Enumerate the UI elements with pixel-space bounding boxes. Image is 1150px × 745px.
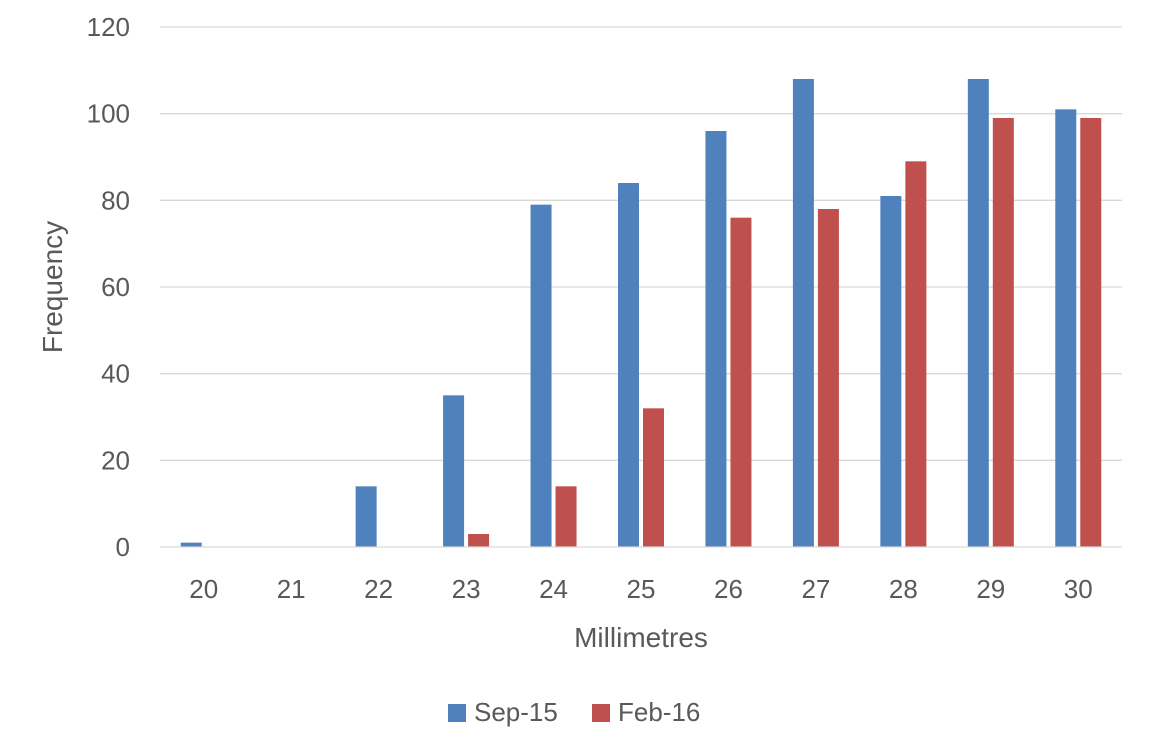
y-axis-title: Frequency [37, 221, 68, 353]
legend-label: Sep-15 [474, 697, 558, 727]
y-tick-label: 60 [101, 272, 130, 302]
x-tick-label: 20 [189, 574, 218, 604]
legend: Sep-15 Feb-16 [448, 697, 700, 727]
bar-sep-15-30 [1055, 109, 1077, 547]
bar-feb-16-25 [643, 408, 664, 547]
x-tick-label: 23 [452, 574, 481, 604]
bar-feb-16-28 [905, 161, 927, 548]
bar-sep-15-24 [530, 204, 552, 547]
bar-feb-16-30 [1080, 118, 1102, 547]
y-tick-label: 80 [101, 185, 130, 215]
bar-sep-15-25 [618, 183, 639, 547]
bar-feb-16-29 [992, 118, 1014, 547]
legend-swatch-feb-16 [592, 704, 610, 722]
x-tick-label: 29 [976, 574, 1005, 604]
gridlines [160, 26, 1122, 461]
bar-sep-15-22 [355, 486, 377, 547]
x-tick-label: 27 [801, 574, 830, 604]
y-axis-ticks: 0 20 40 60 80 100 120 [87, 12, 130, 562]
bar-sep-15-28 [880, 196, 902, 547]
x-tick-label: 30 [1064, 574, 1093, 604]
bar-feb-16-26 [730, 217, 752, 547]
legend-label: Feb-16 [618, 697, 700, 727]
bar-sep-15-20 [180, 542, 202, 547]
bar-sep-15-26 [705, 131, 727, 547]
x-tick-label: 24 [539, 574, 568, 604]
y-tick-label: 20 [101, 445, 130, 475]
bar-sep-15-27 [792, 79, 814, 547]
x-tick-label: 21 [277, 574, 306, 604]
bar-feb-16-24 [555, 486, 577, 547]
x-tick-label: 22 [364, 574, 393, 604]
legend-swatch-sep-15 [448, 704, 466, 722]
y-tick-label: 40 [101, 359, 130, 389]
x-axis-title: Millimetres [574, 622, 708, 653]
x-tick-label: 25 [627, 574, 656, 604]
y-tick-label: 100 [87, 99, 130, 129]
bars [180, 79, 1102, 548]
bar-feb-16-27 [817, 209, 839, 547]
x-tick-label: 28 [889, 574, 918, 604]
y-tick-label: 0 [116, 532, 130, 562]
x-axis-ticks: 20 21 22 23 24 25 26 27 28 29 30 [189, 574, 1092, 604]
x-tick-label: 26 [714, 574, 743, 604]
y-tick-label: 120 [87, 12, 130, 42]
bar-feb-16-23 [468, 534, 490, 547]
bar-sep-15-29 [967, 79, 989, 547]
bar-sep-15-23 [443, 395, 465, 547]
